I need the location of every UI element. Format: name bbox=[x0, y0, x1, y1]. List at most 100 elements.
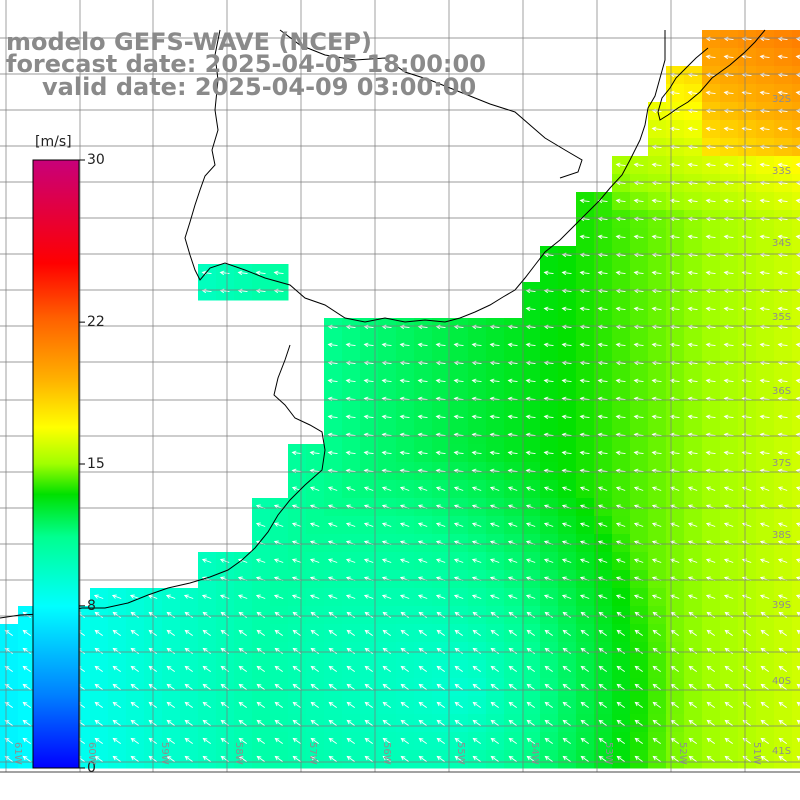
wind-arrow bbox=[795, 234, 800, 240]
wind-arrow bbox=[309, 558, 320, 563]
wind-arrow bbox=[381, 522, 392, 527]
wind-arrow bbox=[166, 629, 175, 636]
wind-arrow bbox=[184, 647, 193, 654]
wind-arrow bbox=[651, 594, 662, 599]
wind-arrow bbox=[742, 629, 751, 636]
wind-arrow bbox=[669, 180, 680, 186]
wind-arrow bbox=[399, 558, 410, 563]
wind-arrow bbox=[471, 414, 482, 420]
wind-arrow bbox=[345, 594, 356, 599]
wind-speed-cell bbox=[792, 336, 800, 355]
wind-arrow bbox=[777, 558, 788, 563]
wind-arrow bbox=[382, 647, 391, 654]
wind-arrow bbox=[507, 558, 518, 563]
wind-arrow bbox=[705, 90, 716, 96]
wind-arrow bbox=[687, 594, 698, 599]
wind-arrow bbox=[723, 162, 734, 168]
wind-arrow bbox=[292, 665, 301, 672]
wind-arrow bbox=[544, 611, 553, 618]
wind-arrow bbox=[112, 647, 121, 654]
wind-arrow bbox=[94, 701, 103, 708]
wind-arrow bbox=[615, 450, 626, 456]
wind-arrow bbox=[777, 198, 788, 204]
wind-arrow bbox=[399, 360, 410, 366]
wind-arrow bbox=[508, 755, 517, 762]
wind-arrow bbox=[687, 414, 698, 420]
wind-arrow bbox=[436, 683, 445, 690]
wind-arrow bbox=[723, 288, 734, 294]
wind-arrow bbox=[777, 72, 788, 78]
wind-arrow bbox=[688, 737, 697, 744]
wind-arrow bbox=[633, 342, 644, 348]
wind-arrow bbox=[22, 755, 31, 762]
wind-arrow bbox=[544, 737, 553, 744]
wind-arrow bbox=[237, 594, 248, 599]
wind-arrow bbox=[760, 755, 769, 762]
wind-arrow bbox=[418, 647, 427, 654]
wind-arrow bbox=[705, 108, 716, 114]
wind-arrow bbox=[418, 629, 427, 636]
wind-arrow bbox=[579, 324, 590, 330]
wind-arrow bbox=[597, 558, 608, 563]
model-title: modelo GEFS-WAVE (NCEP) bbox=[6, 28, 372, 56]
wind-arrow bbox=[166, 647, 175, 654]
wind-arrow bbox=[292, 701, 301, 708]
wind-arrow bbox=[418, 611, 427, 618]
wind-arrow bbox=[112, 755, 121, 762]
wind-arrow bbox=[615, 198, 626, 204]
wind-arrow bbox=[777, 450, 788, 456]
wind-arrow bbox=[220, 647, 229, 654]
wind-arrow bbox=[759, 288, 770, 294]
wind-arrow bbox=[688, 683, 697, 690]
wind-arrow bbox=[22, 683, 31, 690]
wind-arrow bbox=[489, 360, 500, 366]
wind-arrow bbox=[760, 611, 769, 618]
wind-arrow bbox=[669, 288, 680, 294]
wind-arrow bbox=[705, 126, 716, 132]
wind-arrow bbox=[237, 270, 248, 276]
latitude-label: 35S bbox=[772, 312, 792, 323]
wind-arrow bbox=[292, 647, 301, 654]
wind-arrow bbox=[723, 270, 734, 276]
wind-speed-cell bbox=[792, 534, 800, 553]
wind-arrow bbox=[130, 647, 139, 654]
wind-arrow bbox=[597, 252, 608, 258]
wind-arrow bbox=[166, 719, 175, 726]
coastline-brazil-south bbox=[657, 29, 766, 121]
wind-speed-cell bbox=[792, 588, 800, 607]
wind-arrow bbox=[615, 342, 626, 348]
wind-arrow bbox=[291, 450, 302, 456]
wind-arrow bbox=[291, 558, 302, 563]
wind-arrow bbox=[669, 342, 680, 348]
wind-arrow bbox=[795, 198, 800, 204]
wind-arrow bbox=[724, 665, 733, 672]
coastline-argentina bbox=[0, 344, 326, 619]
wind-arrow bbox=[472, 701, 481, 708]
wind-arrow bbox=[382, 755, 391, 762]
wind-speed-cell bbox=[792, 750, 800, 769]
wind-arrow bbox=[202, 701, 211, 708]
wind-arrow bbox=[669, 234, 680, 240]
wind-arrow bbox=[543, 270, 554, 276]
wind-arrow bbox=[633, 324, 644, 330]
wind-arrow bbox=[633, 306, 644, 312]
wind-arrow bbox=[561, 270, 572, 276]
wind-arrow bbox=[399, 414, 410, 420]
wind-arrow bbox=[544, 719, 553, 726]
wind-speed-cell bbox=[792, 624, 800, 643]
wind-arrow bbox=[22, 647, 31, 654]
wind-arrow bbox=[435, 342, 446, 348]
wind-arrow bbox=[382, 611, 391, 618]
wind-arrow bbox=[723, 450, 734, 456]
wind-arrow bbox=[543, 252, 554, 258]
wind-arrow bbox=[759, 558, 770, 563]
wind-arrow bbox=[705, 342, 716, 348]
wind-arrow bbox=[543, 450, 554, 456]
wind-arrow bbox=[580, 737, 589, 744]
wind-arrow bbox=[436, 701, 445, 708]
wind-arrow bbox=[580, 719, 589, 726]
wind-arrow bbox=[543, 342, 554, 348]
wind-arrow bbox=[723, 126, 734, 132]
wind-arrow bbox=[274, 755, 283, 762]
wind-arrow bbox=[597, 216, 608, 222]
